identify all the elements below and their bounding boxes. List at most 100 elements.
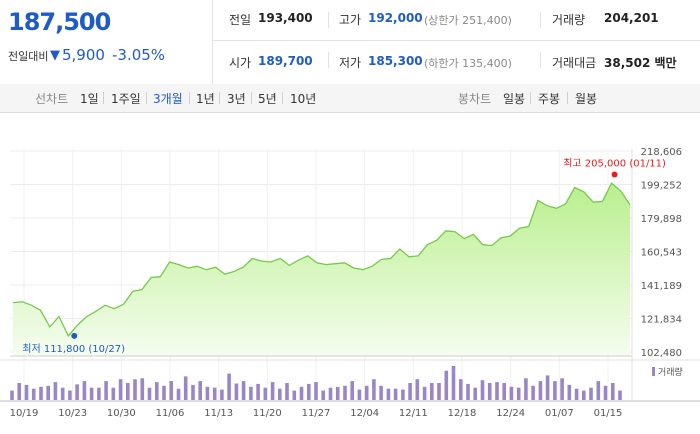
- tab-10y[interactable]: 10년: [290, 92, 317, 106]
- divider: [212, 40, 700, 41]
- volume-bar: [270, 382, 275, 400]
- divider: [328, 52, 329, 68]
- volume-bar: [589, 387, 593, 400]
- volume-bar: [24, 384, 29, 400]
- volume-bar: [191, 384, 195, 400]
- volume-bar: [509, 386, 514, 400]
- volume-bar: [357, 389, 362, 400]
- volume-bar: [495, 382, 499, 400]
- volume-bar: [567, 384, 572, 400]
- stat-value-trade-value: 38,502 백만: [604, 56, 677, 70]
- volume-bar: [227, 373, 231, 400]
- volume-bar: [364, 385, 369, 400]
- volume-bar: [379, 385, 383, 400]
- low-point-label: 최저 111,800 (10/27): [22, 343, 125, 355]
- tab-monthly-candle[interactable]: 월봉: [575, 92, 598, 106]
- volume-bar: [430, 383, 434, 400]
- volume-bar: [155, 382, 159, 400]
- volume-bar: [611, 383, 615, 400]
- volume-bar: [538, 381, 543, 400]
- volume-bar: [574, 388, 579, 400]
- volume-bar: [314, 382, 318, 400]
- volume-bar: [46, 385, 50, 400]
- volume-bar: [437, 383, 441, 400]
- volume-bar: [220, 389, 224, 400]
- stat-value-high: 192,000: [368, 11, 423, 25]
- down-arrow-icon: ▼: [50, 48, 60, 63]
- divider: [540, 12, 541, 28]
- stat-label-prev-close: 전일: [229, 13, 252, 27]
- volume-bar: [459, 379, 463, 400]
- tab-3y[interactable]: 3년: [227, 92, 246, 106]
- stat-value-prev-close: 193,400: [258, 11, 313, 25]
- volume-bar: [111, 387, 116, 400]
- tab-1w[interactable]: 1주일: [111, 92, 141, 106]
- volume-legend-label: 거래량: [658, 366, 683, 378]
- quote-summary: 187,500 전일대비 ▼ 5,900 -3.05% 전일 193,400 고…: [0, 0, 700, 85]
- stat-sub-lower-limit: (하한가 135,400): [424, 57, 512, 70]
- volume-bar: [39, 386, 43, 400]
- candle-chart-label: 봉차트: [458, 92, 492, 106]
- volume-bar: [162, 385, 166, 400]
- change-value: 5,900: [62, 46, 105, 64]
- volume-bar: [401, 389, 405, 400]
- tab-1y[interactable]: 1년: [196, 92, 215, 106]
- volume-bar: [350, 381, 354, 400]
- divider: [219, 92, 220, 104]
- volume-bar: [212, 387, 217, 400]
- volume-bar: [198, 381, 202, 400]
- volume-bar: [386, 388, 391, 400]
- volume-bar: [545, 375, 550, 400]
- volume-bar: [531, 385, 535, 400]
- divider: [328, 12, 329, 28]
- x-tick-label: 10/30: [107, 408, 136, 419]
- volume-bar: [126, 383, 130, 400]
- volume-bar: [328, 387, 333, 400]
- divider: [103, 92, 104, 104]
- volume-bar: [10, 390, 14, 400]
- x-tick-label: 10/23: [58, 408, 87, 419]
- volume-bar: [241, 381, 246, 400]
- volume-bar: [422, 386, 427, 400]
- volume-bar: [451, 366, 456, 400]
- volume-bar: [582, 390, 586, 400]
- volume-bar: [17, 383, 21, 400]
- volume-bar: [104, 381, 108, 400]
- volume-bar: [408, 383, 412, 400]
- x-tick-label: 12/11: [399, 408, 428, 419]
- price-series-line: [12, 182, 631, 338]
- tab-1d[interactable]: 1일: [80, 92, 99, 106]
- volume-bar: [618, 390, 622, 400]
- y-tick-label: 160,543: [641, 248, 682, 259]
- tab-weekly-candle[interactable]: 주봉: [538, 92, 561, 106]
- x-tick-label: 11/27: [302, 408, 331, 419]
- change-label: 전일대비: [8, 50, 49, 63]
- divider: [282, 92, 283, 104]
- divider: [146, 92, 147, 104]
- volume-bar: [205, 386, 210, 400]
- tab-daily-candle[interactable]: 일봉: [503, 92, 526, 106]
- divider: [567, 92, 568, 104]
- volume-bar: [393, 388, 398, 400]
- volume-bar: [140, 378, 145, 400]
- volume-bar: [278, 388, 282, 400]
- x-tick-label: 11/13: [204, 408, 233, 419]
- x-tick-label: 11/20: [253, 408, 282, 419]
- volume-bar: [82, 381, 87, 400]
- volume-bar: [307, 383, 311, 400]
- volume-bar: [553, 381, 557, 400]
- volume-bar: [502, 383, 506, 400]
- volume-bar: [285, 383, 289, 400]
- stat-value-low: 185,300: [368, 54, 423, 68]
- tab-3m[interactable]: 3개월: [153, 92, 183, 106]
- volume-bar: [444, 370, 449, 400]
- price-area-fill: [13, 183, 630, 356]
- y-tick-label: 179,898: [641, 214, 682, 225]
- volume-bar: [292, 390, 297, 400]
- tab-5y[interactable]: 5년: [258, 92, 277, 106]
- volume-bar: [176, 388, 181, 400]
- stat-label-volume: 거래량: [552, 13, 586, 27]
- y-tick-label: 218,606: [641, 147, 682, 158]
- chart-period-tabs: 선차트 1일 1주일 3개월 1년 3년 5년 10년 봉차트 일봉 주봉 월봉: [0, 84, 700, 113]
